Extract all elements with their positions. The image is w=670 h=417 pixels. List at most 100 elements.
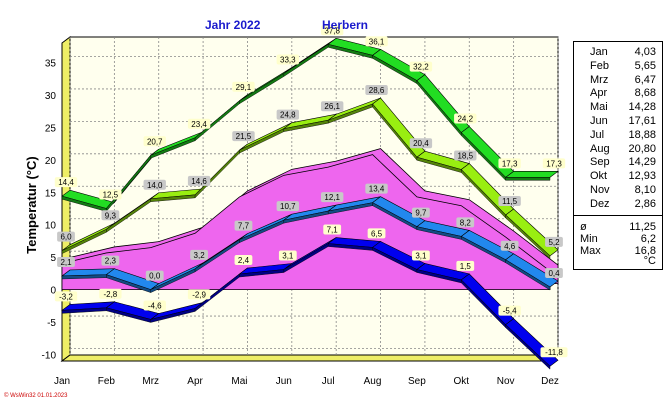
series-1-label-box	[365, 85, 388, 96]
legend-month-name: Jul	[590, 128, 605, 141]
legend-month-value: 8,68	[634, 87, 656, 100]
series-3-label-box	[367, 228, 386, 239]
series-3-data-label: 7,1	[327, 226, 339, 235]
series-2-data-label: 12,1	[324, 193, 340, 202]
series-0-data-label: 29,1	[236, 83, 252, 92]
legend-month-row: Nov 8,10	[574, 183, 662, 197]
series-1-label-box	[57, 231, 75, 242]
series-2-label-box	[145, 270, 164, 281]
series-0-label-box	[542, 158, 566, 169]
series-0-segment-top	[504, 171, 559, 178]
series-0-data-label: 14,4	[58, 178, 74, 187]
series-2-data-label: 4,6	[504, 242, 516, 251]
series-1-segment	[505, 214, 551, 260]
series-2-label-box	[412, 207, 430, 218]
legend-month-name: Apr	[590, 87, 608, 100]
legend-month-name: Dez	[590, 197, 610, 210]
x-tick-label: Jul	[322, 376, 335, 387]
legend-month-value: 2,86	[634, 197, 656, 210]
axes: -10 -5 0 5 10 15 20 25 30 35 Jan Feb Mrz Apr Mai Jun Jul…	[42, 58, 559, 387]
series-2-label-box	[276, 201, 300, 212]
chart-title-location: Herbern	[322, 18, 368, 32]
y-tick-label: 30	[45, 91, 57, 102]
series-2-label-box	[101, 255, 120, 266]
series-2-label-box	[545, 268, 563, 279]
legend-month-row: Mrz 6,47	[574, 73, 662, 87]
x-tick-label: Jan	[54, 376, 70, 387]
series-2-label-box	[57, 256, 75, 267]
series-1-data-label: 6,0	[60, 233, 72, 242]
series-2-label-box	[190, 249, 208, 260]
series-3-label-box	[143, 300, 166, 311]
series-0-data-label: 24,2	[457, 115, 473, 124]
series-1-data-label: 18,5	[457, 152, 473, 161]
series-0-data-label: 33,3	[280, 56, 296, 65]
series-0-data-label: 20,7	[147, 137, 163, 146]
legend-separator	[574, 215, 662, 216]
y-axis-label: Temperatur (°C)	[24, 156, 39, 253]
legend-month-name: Feb	[590, 59, 609, 72]
series-2-data-label: 8,2	[460, 218, 472, 227]
y-tick-label: 35	[45, 58, 57, 69]
series-3-segment	[505, 324, 551, 370]
legend-month-name: Nov	[590, 184, 610, 196]
legend-month-row: Dez 2,86	[574, 197, 662, 211]
series-3-label-box	[99, 288, 122, 299]
series-0-label-box	[320, 25, 344, 36]
series-2-label-box	[234, 220, 253, 231]
legend-month-row: Apr 8,68	[574, 86, 662, 100]
legend-stat-value: 16,8	[634, 245, 656, 257]
series-0-label-box	[232, 81, 255, 92]
series-3-data-label: -2,8	[103, 290, 117, 299]
legend-month-name: Mrz	[590, 73, 609, 86]
series-1-data-label: 5,2	[548, 238, 560, 247]
series-1-data-label: 20,4	[413, 139, 429, 148]
series-2-data-label: 10,7	[280, 202, 296, 211]
legend-month-value: 12,93	[628, 170, 656, 183]
legend-month-row: Okt 12,93	[574, 169, 662, 183]
legend-month-value: 20,80	[628, 142, 656, 155]
series-3-data-label: -4,6	[148, 301, 162, 310]
legend-stat-row: Max 16,8	[574, 244, 662, 258]
series-0-label-box	[54, 177, 78, 188]
series-1-label-box	[101, 210, 120, 221]
legend-month-name: Okt	[590, 170, 608, 183]
chart-title-year: Jahr 2022	[205, 18, 261, 32]
legend-month-row: Mai 14,28	[574, 100, 662, 114]
legend-month-value: 14,28	[628, 101, 656, 114]
legend-stat-row: Min 6,2	[574, 232, 662, 246]
series-1-label-box	[187, 175, 211, 186]
series-1-data-label: 9,3	[105, 211, 117, 220]
monthly-mean-legend: Jan 4,03 Feb 5,65 Mrz 6,47 Apr 8,68 Mai 14,28 Jun 1…	[573, 41, 663, 270]
series-2-data-label: 3,2	[194, 251, 206, 260]
legend-month-value: 17,61	[628, 115, 656, 127]
series-3-label-box	[412, 250, 430, 261]
series-1-label-box	[409, 138, 433, 149]
series-3-data-label: -3,2	[59, 292, 73, 301]
series-3-data-label: 6,5	[371, 229, 383, 238]
x-tick-label: Feb	[98, 376, 116, 387]
series-0-data-label: 32,2	[413, 63, 429, 72]
legend-month-row: Jan 4,03	[574, 45, 662, 59]
series-2-data-label: 9,7	[415, 209, 427, 218]
data-labels: 14,4 12,5 20,7 23,4 29,1 33,3 37,8 36,1 32,2 24,2…	[54, 25, 568, 358]
series-3-label-box	[187, 289, 211, 300]
series-0-label-box	[187, 118, 211, 129]
x-tick-label: Apr	[187, 376, 203, 387]
series-3-data-label: 3,1	[415, 251, 427, 260]
x-tick-label: Jun	[276, 376, 292, 387]
series-1-label-box	[143, 179, 166, 190]
legend-unit: °C	[643, 255, 656, 267]
x-tick-label: Mrz	[142, 376, 159, 387]
series-2-label-box	[500, 240, 519, 251]
x-tick-label: Nov	[497, 376, 515, 387]
series-1-label-box	[232, 131, 255, 142]
series-3-data-label: -11,8	[545, 348, 563, 357]
series-2-data-label: 13,4	[369, 185, 385, 194]
series-0-data-label: 37,8	[324, 26, 340, 35]
series-1-label-box	[320, 101, 344, 112]
series-0-label-box	[365, 36, 388, 47]
series-2-data-label: 0,4	[548, 269, 560, 278]
series-2-label-box	[456, 217, 475, 228]
